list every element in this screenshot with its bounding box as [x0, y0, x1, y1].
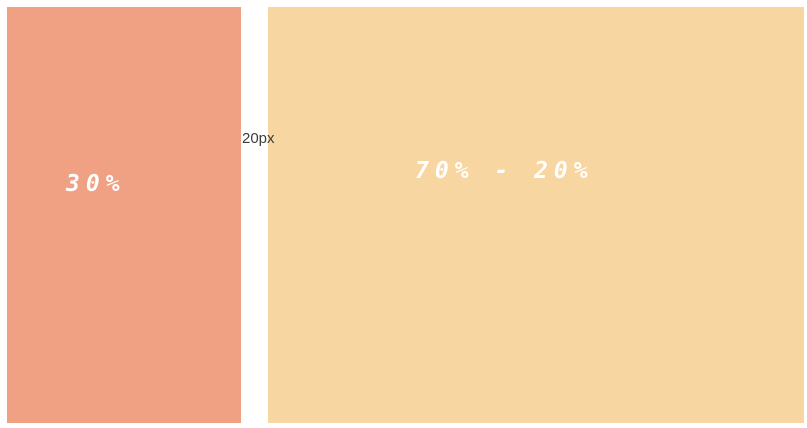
left-column-width-label: 30% [66, 171, 126, 197]
right-column-block: 70% - 20% [268, 7, 804, 423]
left-column-block: 30% [7, 7, 241, 423]
gap-size-label: 20px [242, 130, 275, 147]
right-column-width-label: 70% - 20% [415, 158, 594, 184]
